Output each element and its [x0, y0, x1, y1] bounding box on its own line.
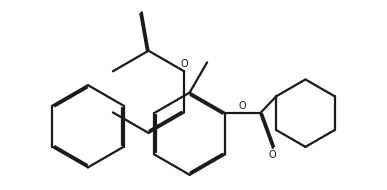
Text: O: O [269, 150, 276, 160]
Text: O: O [239, 101, 247, 111]
Text: O: O [181, 59, 188, 69]
